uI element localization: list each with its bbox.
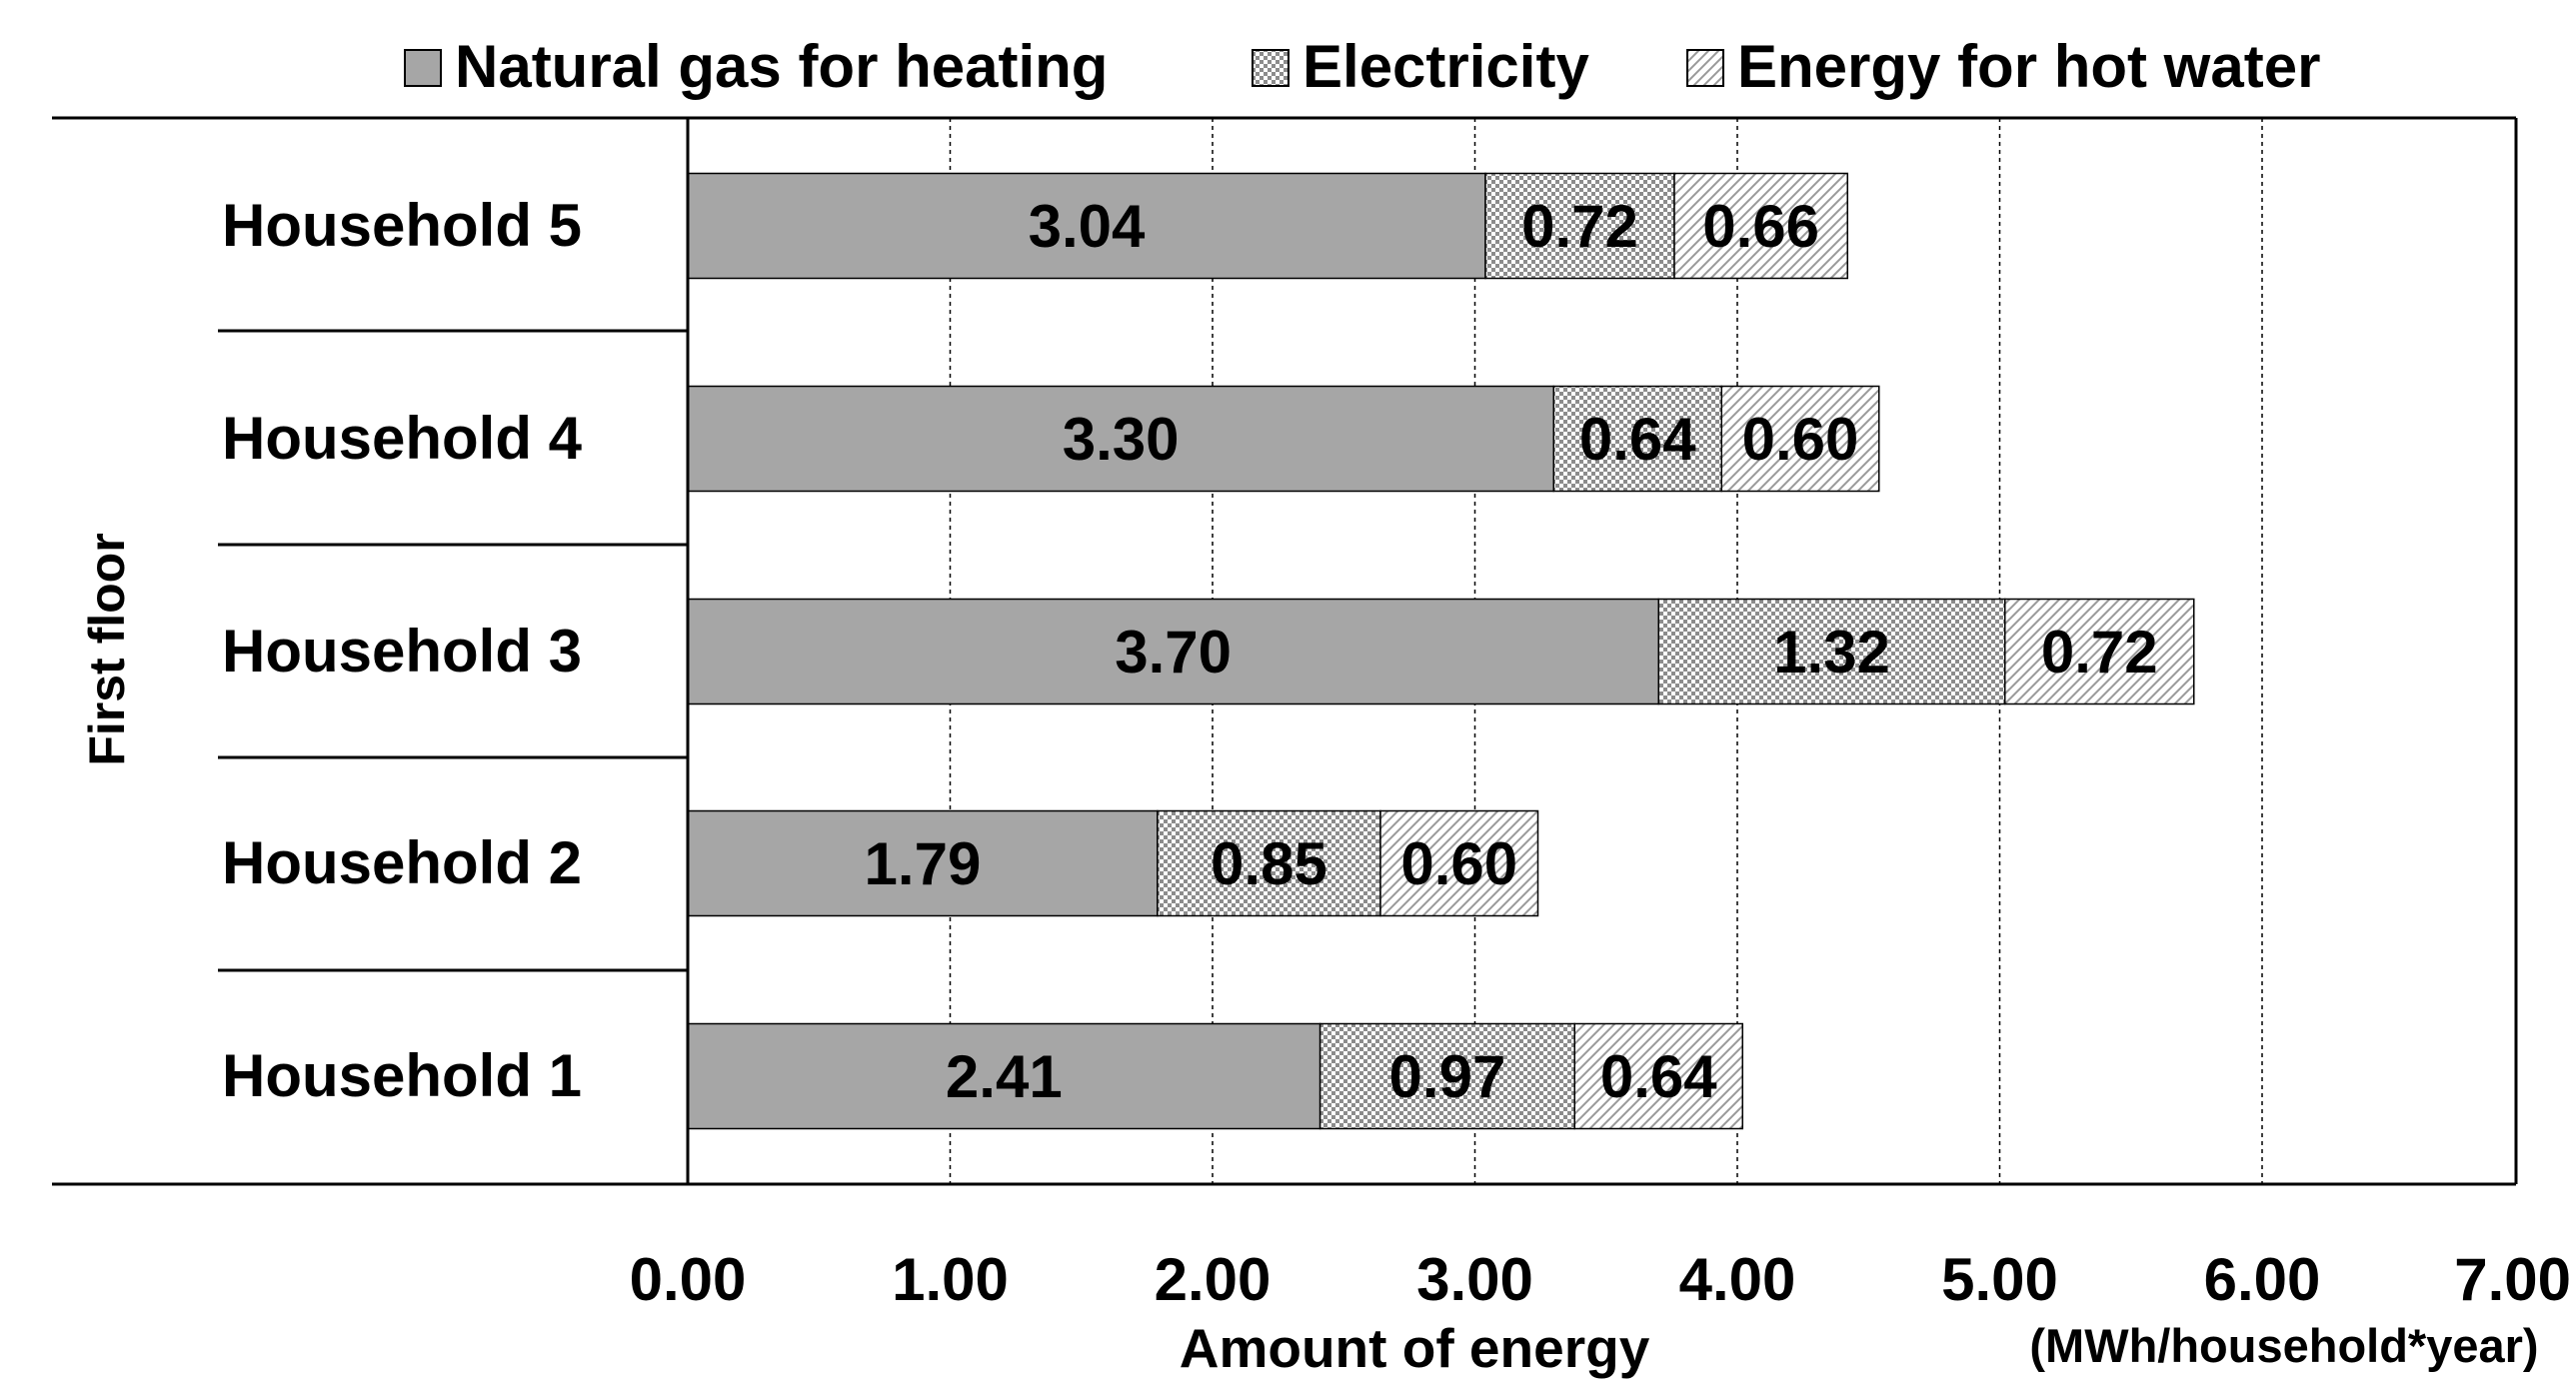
bar-household-5-electricity	[1484, 172, 1675, 280]
legend-swatch-natural-gas-for-heating	[404, 49, 442, 87]
bar-household-4-natural-gas-for-heating	[687, 385, 1554, 493]
bar-household-1-natural-gas-for-heating	[687, 1022, 1321, 1130]
data-label: 1.79	[865, 830, 982, 897]
bar-household-1-electricity	[1318, 1022, 1575, 1130]
legend-swatch-electricity	[1252, 49, 1289, 87]
x-tick-label: 7.00	[2454, 1246, 2571, 1313]
bar-household-2-energy-for-hot-water	[1379, 809, 1539, 917]
category-label: Household 5	[222, 192, 582, 259]
gridlines	[949, 118, 2263, 1184]
category-label: Household 3	[222, 618, 582, 685]
x-tick-labels: 0.00 1.00 2.00 3.00 4.00 5.00 6.00 7.00	[630, 1246, 2571, 1313]
bar-household-3-natural-gas-for-heating	[687, 598, 1659, 705]
category-label: Household 4	[222, 405, 583, 472]
bar-household-3-energy-for-hot-water	[2004, 598, 2195, 705]
plot-frame	[52, 116, 2518, 1186]
category-label: Household 1	[222, 1042, 582, 1109]
x-tick-label: 3.00	[1416, 1246, 1533, 1313]
x-tick-label: 6.00	[2204, 1246, 2321, 1313]
x-tick-label: 2.00	[1155, 1246, 1272, 1313]
data-label: 0.85	[1211, 830, 1327, 897]
bars: 3.04 0.72 0.66 3.30 0.64 0.60 3.70 1.32 0.72 1.79…	[687, 172, 2195, 1130]
data-label: 1.32	[1773, 619, 1890, 686]
x-tick-label: 1.00	[892, 1246, 1009, 1313]
data-label: 0.64	[1579, 406, 1696, 473]
legend: Natural gas for heating Electricity Energy…	[404, 33, 2320, 100]
data-label: 0.64	[1600, 1043, 1717, 1110]
x-axis-unit: (MWh/household*year)	[2029, 1319, 2538, 1372]
data-label: 0.60	[1400, 830, 1517, 897]
data-label: 0.97	[1389, 1043, 1506, 1110]
x-tick-label: 4.00	[1679, 1246, 1796, 1313]
bar-household-4-energy-for-hot-water	[1720, 385, 1880, 493]
x-tick-label: 5.00	[1941, 1246, 2058, 1313]
bar-household-2-electricity	[1157, 809, 1381, 917]
bar-household-4-electricity	[1552, 385, 1722, 493]
legend-swatch-energy-for-hot-water	[1686, 49, 1724, 87]
legend-label-energy-for-hot-water: Energy for hot water	[1737, 33, 2320, 100]
data-label: 0.60	[1742, 406, 1859, 473]
x-axis-label: Amount of energy	[1180, 1317, 1650, 1379]
bar-household-1-energy-for-hot-water	[1573, 1022, 1743, 1130]
data-label: 3.30	[1063, 406, 1180, 473]
bar-household-5-natural-gas-for-heating	[687, 172, 1486, 280]
legend-label-natural-gas-for-heating: Natural gas for heating	[455, 33, 1108, 100]
bar-household-5-energy-for-hot-water	[1673, 172, 1848, 280]
data-label: 3.04	[1029, 193, 1146, 260]
data-label: 0.66	[1702, 193, 1819, 260]
group-label: First floor	[79, 533, 135, 765]
x-tick-label: 0.00	[630, 1246, 747, 1313]
data-label: 3.70	[1115, 619, 1232, 686]
bar-household-2-natural-gas-for-heating	[687, 809, 1159, 917]
data-label: 0.72	[2041, 619, 2158, 686]
data-label: 2.41	[946, 1043, 1063, 1110]
category-label: Household 2	[222, 829, 582, 896]
legend-label-electricity: Electricity	[1302, 33, 1589, 100]
data-label: 0.72	[1521, 193, 1638, 260]
category-labels: Household 5 Household 4 Household 3 Househo…	[222, 192, 583, 1109]
